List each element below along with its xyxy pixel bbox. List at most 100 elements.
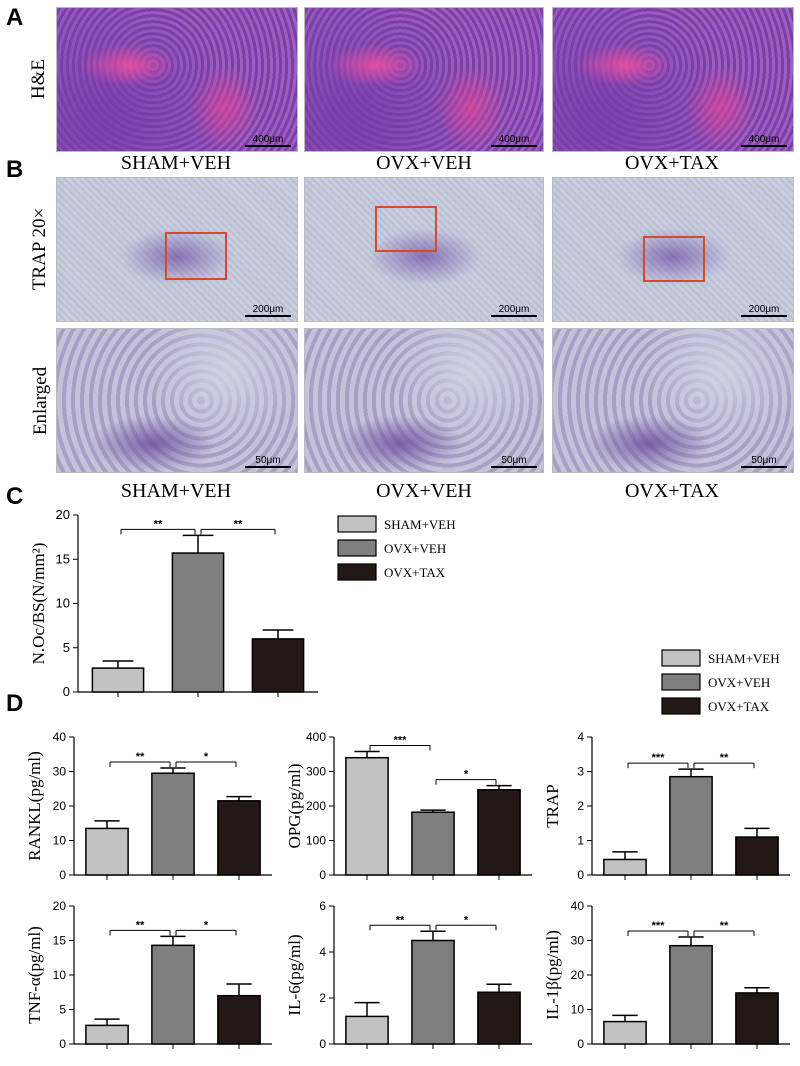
bar-ovx-veh bbox=[151, 772, 195, 876]
significance-stars: *** bbox=[652, 920, 666, 932]
y-tick-label: 0 bbox=[63, 684, 70, 699]
scale-bar: 200μm bbox=[245, 304, 291, 317]
legend-swatch bbox=[337, 515, 377, 533]
y-tick-label: 15 bbox=[56, 551, 70, 566]
y-tick-label: 10 bbox=[571, 1003, 585, 1017]
bar-sham-veh bbox=[85, 827, 129, 876]
y-tick-label: 1 bbox=[577, 834, 584, 848]
bar-ovx-tax bbox=[477, 789, 521, 876]
y-axis-label: OPG(pg/ml) bbox=[285, 764, 304, 849]
y-tick-label: 20 bbox=[53, 799, 67, 813]
scale-bar: 200μm bbox=[491, 304, 537, 317]
y-axis-label: RANKL(pg/ml) bbox=[25, 751, 44, 861]
enlarged-image-ovx-veh: 50μm bbox=[304, 328, 544, 473]
y-tick-label: 20 bbox=[56, 507, 70, 522]
legend-label: SHAM+VEH bbox=[384, 517, 456, 532]
significance-stars: * bbox=[204, 751, 209, 763]
y-tick-label: 2 bbox=[577, 799, 584, 813]
y-tick-label: 0 bbox=[59, 1037, 66, 1051]
significance-stars: ** bbox=[396, 914, 405, 926]
significance-stars: * bbox=[464, 769, 469, 781]
panel-letter-d: D bbox=[6, 690, 24, 717]
enlarged-image-sham: 50μm bbox=[56, 328, 298, 473]
y-tick-label: 6 bbox=[319, 899, 326, 913]
y-tick-label: 5 bbox=[63, 640, 70, 655]
group-label-ovx-tax: OVX+TAX bbox=[624, 152, 720, 174]
bar-sham-veh bbox=[603, 1020, 647, 1045]
scale-bar: 50μm bbox=[741, 455, 787, 468]
y-tick-label: 3 bbox=[577, 765, 584, 779]
y-tick-label: 30 bbox=[571, 934, 585, 948]
bar-ovx-tax bbox=[251, 638, 305, 693]
significance-stars: ** bbox=[154, 518, 163, 530]
y-tick-label: 10 bbox=[53, 834, 67, 848]
scale-bar: 50μm bbox=[491, 455, 537, 468]
significance-stars: *** bbox=[652, 752, 666, 764]
roi-box bbox=[375, 206, 437, 252]
significance-stars: ** bbox=[136, 919, 145, 931]
y-axis-label: N.Oc/BS(N/mm²) bbox=[29, 543, 48, 665]
bar-ovx-tax bbox=[217, 994, 261, 1045]
scale-bar: 400μm bbox=[491, 134, 537, 147]
y-tick-label: 2 bbox=[319, 991, 326, 1005]
he-image-ovx-veh: 400μm bbox=[304, 7, 544, 152]
scale-bar: 200μm bbox=[741, 304, 787, 317]
significance-stars: *** bbox=[394, 734, 408, 746]
y-tick-label: 20 bbox=[571, 968, 585, 982]
significance-stars: ** bbox=[720, 920, 729, 932]
legend-label: OVX+TAX bbox=[384, 565, 446, 580]
y-tick-label: 10 bbox=[53, 968, 67, 982]
y-tick-label: 15 bbox=[53, 934, 67, 948]
row-label-he: H&E bbox=[28, 58, 49, 100]
y-tick-label: 300 bbox=[306, 765, 326, 779]
bar-sham-veh bbox=[85, 1024, 129, 1045]
trap-image-ovx-veh: 200μm bbox=[304, 177, 544, 322]
roi-box bbox=[643, 236, 705, 282]
y-tick-label: 0 bbox=[319, 1037, 326, 1051]
noc-chart: N.Oc/BS(N/mm²) 0 5 10 15 20 ** ** bbox=[29, 507, 318, 699]
group-label-sham: SHAM+VEH bbox=[120, 152, 232, 174]
scale-bar: 400μm bbox=[245, 134, 291, 147]
legend-swatch bbox=[337, 539, 377, 557]
y-axis-label: IL-6(pg/ml) bbox=[285, 934, 304, 1015]
y-tick-label: 30 bbox=[53, 765, 67, 779]
bar-ovx-veh bbox=[411, 939, 455, 1045]
scale-bar: 400μm bbox=[741, 134, 787, 147]
legend-swatch bbox=[661, 697, 701, 715]
legend-swatch bbox=[661, 649, 701, 667]
legend-d: SHAM+VEH OVX+VEH OVX+TAX bbox=[661, 649, 780, 715]
significance-stars: ** bbox=[234, 518, 243, 530]
legend-c: SHAM+VEH OVX+VEH OVX+TAX bbox=[337, 515, 456, 581]
he-image-sham: 400μm bbox=[56, 7, 298, 152]
significance-stars: ** bbox=[136, 751, 145, 763]
panel-letter-b: B bbox=[6, 156, 24, 183]
y-tick-label: 0 bbox=[577, 868, 584, 882]
y-tick-label: 40 bbox=[53, 730, 67, 744]
bar-sham-veh bbox=[91, 667, 145, 693]
y-tick-label: 100 bbox=[306, 834, 326, 848]
y-tick-label: 0 bbox=[577, 1037, 584, 1051]
legend-swatch bbox=[337, 563, 377, 581]
bar-ovx-veh bbox=[669, 944, 713, 1045]
y-tick-label: 4 bbox=[319, 945, 326, 959]
panel-letter-c: C bbox=[6, 483, 24, 510]
group-label-ovx-veh: OVX+VEH bbox=[376, 480, 472, 502]
y-tick-label: 10 bbox=[56, 596, 70, 611]
significance-stars: ** bbox=[720, 752, 729, 764]
y-axis-label: TRAP bbox=[543, 784, 562, 827]
y-tick-label: 0 bbox=[59, 868, 66, 882]
bar-sham-veh bbox=[345, 756, 389, 876]
y-tick-label: 400 bbox=[306, 730, 326, 744]
legend-label: SHAM+VEH bbox=[708, 651, 780, 666]
significance-stars: * bbox=[204, 919, 209, 931]
bar-ovx-tax bbox=[735, 992, 779, 1045]
significance-stars: * bbox=[464, 914, 469, 926]
legend-swatch bbox=[661, 673, 701, 691]
row-label-trap: TRAP 20× bbox=[29, 207, 50, 291]
